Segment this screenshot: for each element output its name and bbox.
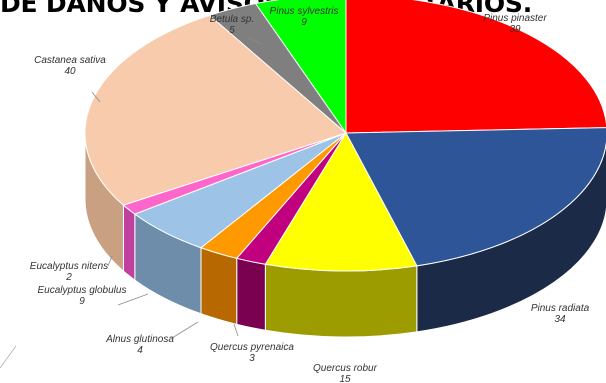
label-castanea-sativa: Castanea sativa: [34, 55, 106, 66]
label-alnus-glutinosa: Alnus glutinosa: [105, 334, 174, 345]
leader-betula-sp: [247, 37, 263, 45]
label-betula-sp: Betula sp.: [210, 14, 254, 25]
leader-castanea-sativa: [91, 91, 101, 103]
leader-quercus-pyrenaica: [233, 323, 239, 337]
value-eucalyptus-globulus: 9: [79, 296, 85, 307]
pie-leader-lines: [0, 37, 263, 369]
value-betula-sp: 5: [229, 25, 235, 36]
value-quercus-robur: 15: [339, 374, 351, 383]
slice-quercus-robur: [264, 131, 418, 272]
decorative-line: [0, 345, 17, 369]
slice-pinus-pinaster: [345, 0, 606, 134]
label-eucalyptus-nitens: Eucalyptus nitens: [30, 261, 108, 272]
leader-eucalyptus-nitens: [107, 255, 113, 267]
leader-alnus-glutinosa: [171, 321, 199, 339]
label-quercus-robur: Quercus robur: [313, 363, 378, 374]
value-pinus-radiata: 34: [554, 314, 566, 325]
side-quercus-robur: [264, 263, 418, 338]
side-alnus-glutinosa: [200, 247, 238, 325]
value-quercus-pyrenaica: 3: [249, 353, 255, 364]
slice-castanea-sativa: [84, 14, 347, 206]
slice-pinus-radiata: [345, 127, 606, 267]
side-eucalyptus-nitens: [122, 204, 136, 282]
value-pinus-sylvestris: 9: [301, 17, 307, 28]
label-pinus-sylvestris: Pinus sylvestris: [270, 6, 339, 17]
slice-pinus-sylvestris: [254, 0, 347, 135]
value-alnus-glutinosa: 4: [137, 345, 143, 356]
label-quercus-pyrenaica: Quercus pyrenaica: [210, 342, 294, 353]
value-pinus-pinaster: 39: [509, 24, 521, 35]
value-castanea-sativa: 40: [64, 66, 76, 77]
label-pinus-radiata: Pinus radiata: [531, 303, 590, 314]
label-pinus-pinaster: Pinus pinaster: [483, 13, 547, 24]
side-quercus-pyrenaica: [236, 257, 266, 331]
value-eucalyptus-nitens: 2: [65, 272, 72, 283]
pie-tops: [84, 0, 606, 272]
leader-eucalyptus-globulus: [117, 293, 149, 306]
label-eucalyptus-globulus: Eucalyptus globulus: [38, 285, 127, 296]
